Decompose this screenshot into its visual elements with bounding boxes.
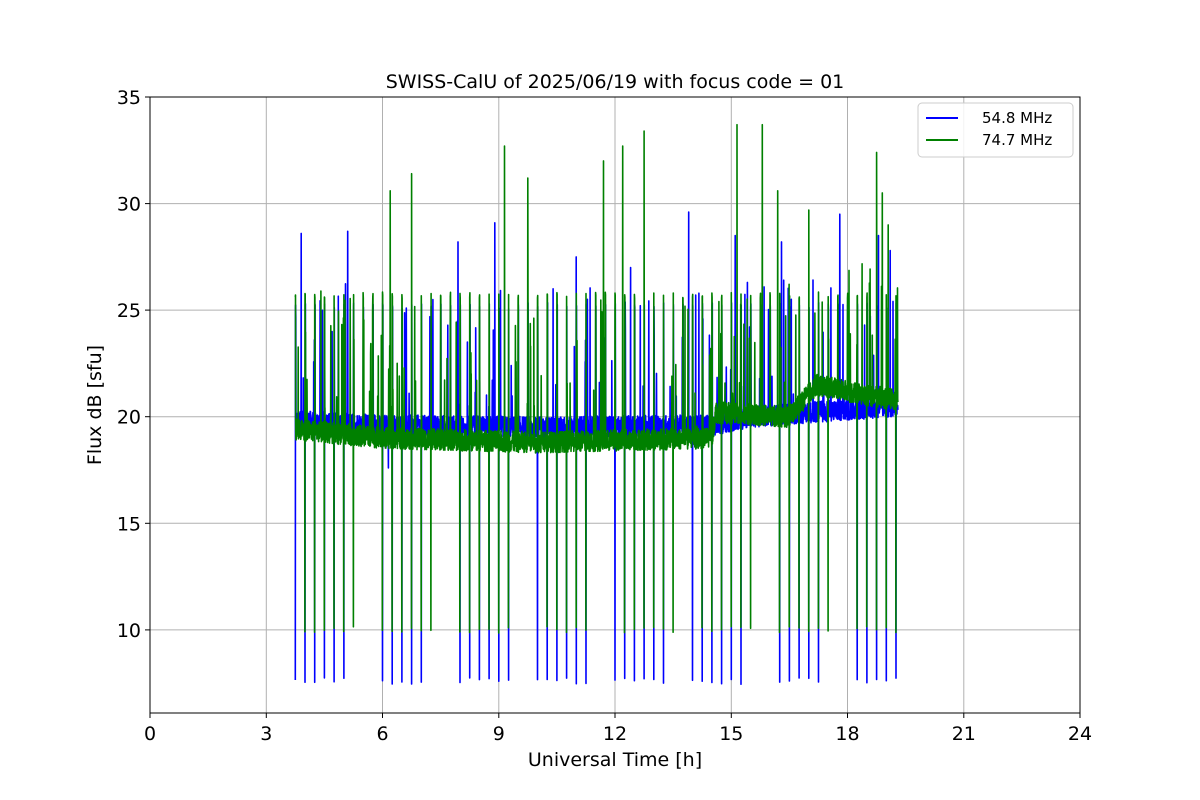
y-axis-label: Flux dB [sfu] — [84, 345, 106, 465]
plot-area — [294, 123, 899, 685]
y-tick-label: 25 — [117, 300, 141, 322]
legend-label-74-7: 74.7 MHz — [982, 131, 1052, 149]
chart-title: SWISS-CalU of 2025/06/19 with focus code… — [386, 71, 845, 93]
y-tick-label: 20 — [117, 407, 141, 429]
x-axis-ticks: 0 3 6 9 12 15 18 21 24 — [144, 713, 1092, 745]
legend: 54.8 MHz 74.7 MHz — [917, 102, 1074, 158]
legend-box — [917, 102, 1074, 158]
y-tick-label: 15 — [117, 513, 141, 535]
series-line-1 — [294, 123, 899, 634]
legend-label-54-8: 54.8 MHz — [982, 109, 1052, 127]
x-tick-label: 24 — [1068, 723, 1092, 745]
y-tick-label: 30 — [117, 194, 141, 216]
x-tick-label: 21 — [952, 723, 976, 745]
y-tick-label: 35 — [117, 87, 141, 109]
y-axis-ticks: 10 15 20 25 30 35 — [117, 87, 150, 642]
x-tick-label: 6 — [376, 723, 388, 745]
x-tick-label: 9 — [493, 723, 505, 745]
y-tick-label: 10 — [117, 620, 141, 642]
x-axis-label: Universal Time [h] — [528, 749, 702, 771]
x-tick-label: 3 — [260, 723, 272, 745]
x-tick-label: 12 — [603, 723, 627, 745]
x-tick-label: 15 — [719, 723, 743, 745]
x-tick-label: 0 — [144, 723, 156, 745]
x-tick-label: 18 — [835, 723, 859, 745]
